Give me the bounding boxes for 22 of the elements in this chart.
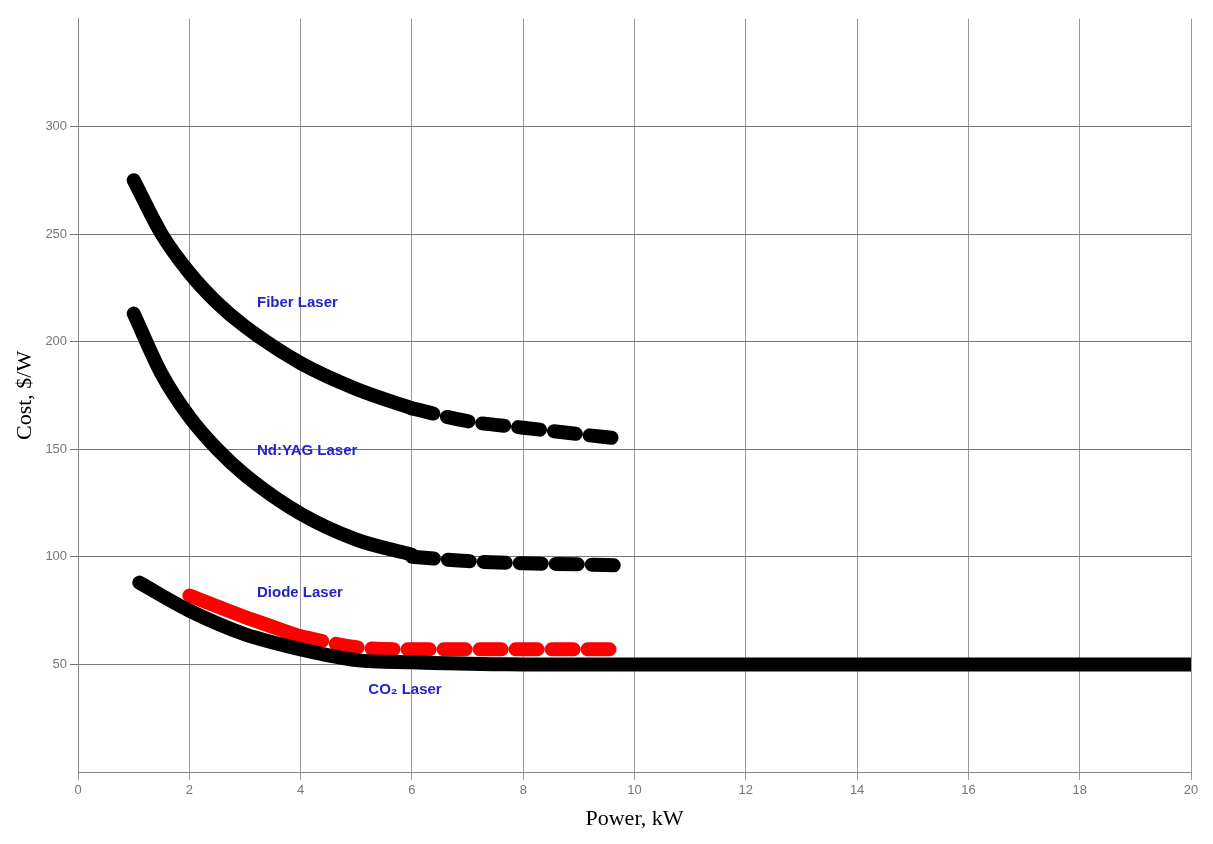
y-tick-label: 100	[45, 548, 68, 564]
y-tick-label: 50	[52, 655, 68, 671]
y-axis-title: Cost, $/W	[10, 350, 36, 441]
y-tick-label: 200	[45, 333, 68, 349]
series-label: Fiber Laser	[257, 292, 339, 310]
x-axis-title: Power, kW	[585, 804, 684, 830]
series-label: CO₂ Laser	[368, 680, 442, 698]
x-tick-label: 4	[297, 782, 305, 798]
x-tick-label: 2	[185, 782, 193, 798]
x-tick-label: 6	[408, 782, 416, 798]
series-label: Diode Laser	[257, 583, 344, 601]
x-tick-label: 18	[1072, 782, 1087, 798]
x-tick-label: 14	[849, 782, 865, 798]
x-tick-label: 12	[738, 782, 754, 798]
x-tick-label: 16	[961, 782, 976, 798]
y-tick-label: 150	[45, 440, 68, 456]
y-tick-label: 250	[45, 225, 68, 241]
x-tick-label: 8	[519, 782, 527, 798]
x-tick-label: 10	[627, 782, 642, 798]
x-tick-label: 20	[1183, 782, 1199, 798]
y-tick-label: 300	[45, 117, 68, 133]
x-tick-label: 0	[74, 782, 82, 798]
